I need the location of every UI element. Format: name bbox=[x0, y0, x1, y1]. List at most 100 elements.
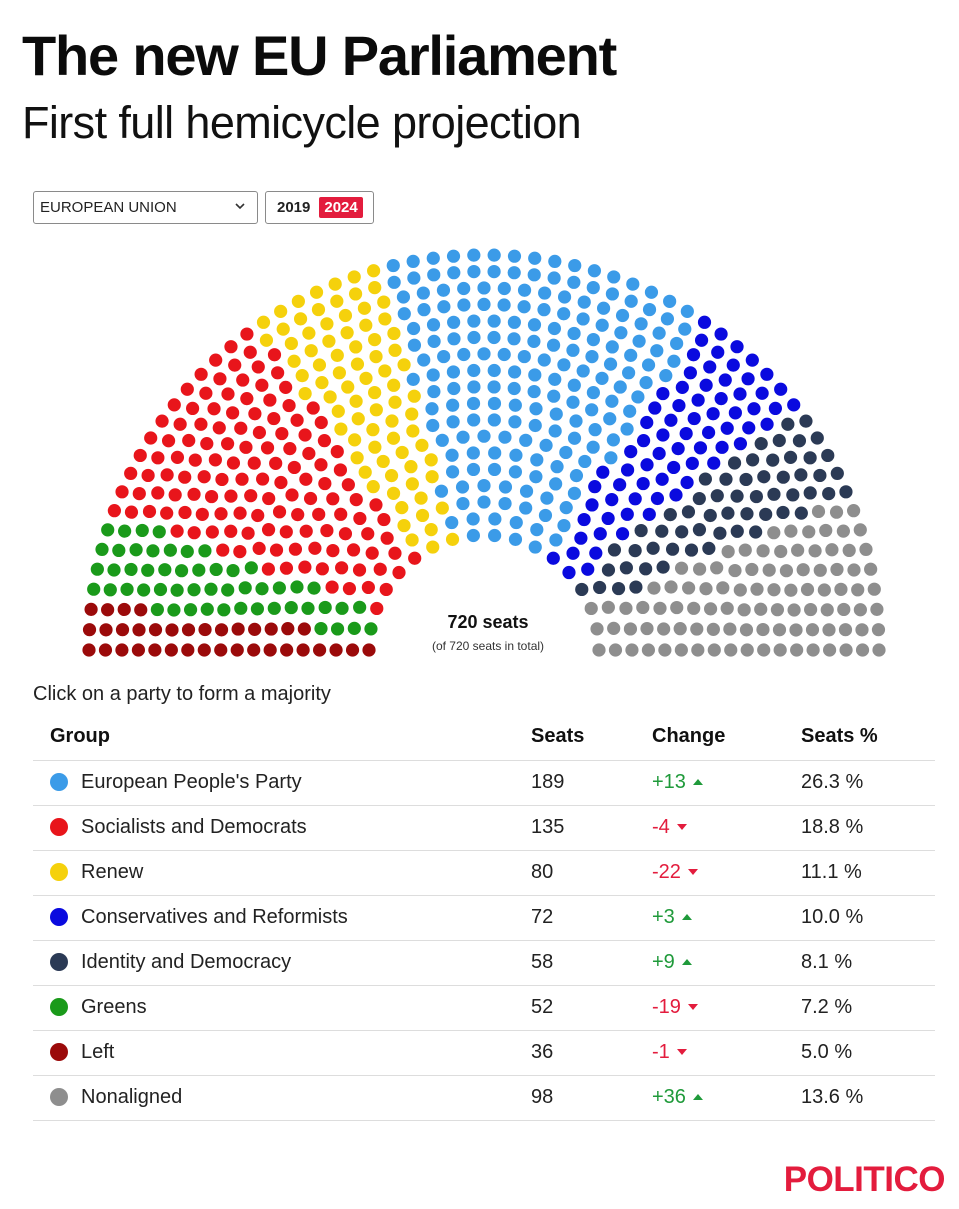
seat-dot bbox=[160, 468, 174, 482]
table-row[interactable]: Greens 52 -19 7.2 % bbox=[33, 985, 935, 1031]
seat-dot bbox=[530, 523, 544, 537]
party-change-cell: -1 bbox=[652, 1030, 801, 1076]
seat-dot bbox=[314, 415, 328, 430]
seat-dot bbox=[605, 394, 619, 408]
seat-dot bbox=[507, 315, 521, 329]
region-dropdown[interactable]: EUROPEAN UNION bbox=[33, 191, 258, 224]
seat-dot bbox=[626, 277, 640, 291]
party-seats: 52 bbox=[531, 985, 652, 1031]
header-seats-pct: Seats % bbox=[801, 714, 935, 761]
seat-dot bbox=[770, 603, 785, 617]
table-row[interactable]: Identity and Democracy 58 +9 8.1 % bbox=[33, 940, 935, 986]
seat-dot bbox=[304, 344, 318, 358]
seat-dot bbox=[530, 453, 544, 467]
party-change: -1 bbox=[652, 1041, 670, 1063]
seat-dot bbox=[406, 372, 420, 386]
seat-dot bbox=[137, 583, 151, 597]
seat-dot bbox=[407, 338, 422, 352]
seat-dot bbox=[547, 271, 561, 285]
seat-dot bbox=[855, 623, 869, 637]
seat-dot bbox=[566, 546, 580, 560]
seat-dot bbox=[636, 434, 651, 448]
seat-dot bbox=[821, 448, 835, 463]
seat-dot bbox=[291, 294, 305, 308]
seat-dot bbox=[670, 600, 684, 615]
seat-dot bbox=[701, 425, 716, 440]
total-seats-sublabel: (of 720 seats in total) bbox=[431, 639, 545, 653]
seat-dot bbox=[834, 582, 848, 596]
year-option-2024[interactable]: 2024 bbox=[319, 197, 363, 218]
seat-dot bbox=[367, 264, 381, 278]
seat-dot bbox=[487, 330, 501, 345]
seat-dot bbox=[674, 561, 689, 575]
seat-dot bbox=[415, 508, 430, 523]
seat-dot bbox=[738, 543, 752, 557]
seat-dot bbox=[529, 402, 543, 416]
party-name: Greens bbox=[81, 996, 147, 1018]
seat-dot bbox=[567, 486, 582, 500]
seat-dot bbox=[822, 623, 836, 637]
seat-dot bbox=[328, 277, 342, 291]
year-option-2019[interactable]: 2019 bbox=[277, 199, 311, 216]
seat-dot bbox=[312, 643, 327, 657]
seat-dot bbox=[740, 507, 754, 521]
seat-dot bbox=[373, 562, 387, 576]
table-row[interactable]: Left 36 -1 5.0 % bbox=[33, 1030, 935, 1076]
seat-dot bbox=[767, 487, 781, 501]
seat-dot bbox=[703, 602, 718, 616]
seat-dot bbox=[84, 602, 98, 616]
seat-dot bbox=[690, 622, 704, 636]
seat-dot bbox=[244, 489, 258, 503]
seat-dot bbox=[593, 580, 607, 595]
region-dropdown-value: EUROPEAN UNION bbox=[40, 199, 177, 216]
seat-dot bbox=[445, 465, 460, 479]
table-row[interactable]: European People's Party 189 +13 26.3 % bbox=[33, 760, 935, 806]
seat-dot bbox=[655, 472, 669, 486]
party-color-dot bbox=[50, 998, 68, 1016]
seat-dot bbox=[240, 392, 254, 406]
party-cell: Identity and Democracy bbox=[33, 940, 531, 986]
table-row[interactable]: Renew 80 -22 11.1 % bbox=[33, 850, 935, 896]
seat-dot bbox=[226, 406, 240, 420]
party-change: +13 bbox=[652, 771, 686, 793]
seat-dot bbox=[715, 440, 729, 454]
triangle-up-icon bbox=[681, 914, 692, 920]
seat-dot bbox=[652, 326, 666, 340]
seat-dot bbox=[557, 358, 571, 372]
seat-dot bbox=[415, 438, 429, 452]
seat-dot bbox=[269, 456, 283, 470]
seat-dot bbox=[247, 456, 261, 470]
table-row[interactable]: Conservatives and Reformists 72 +3 10.0 % bbox=[33, 895, 935, 941]
seat-dot bbox=[728, 563, 742, 578]
seat-dot bbox=[739, 623, 754, 637]
seat-dot bbox=[819, 523, 833, 538]
seat-dot bbox=[446, 249, 461, 263]
seat-dot bbox=[397, 307, 411, 321]
seat-dot bbox=[569, 414, 583, 428]
party-cell: Left bbox=[33, 1030, 531, 1076]
seat-dot bbox=[756, 544, 770, 558]
seat-dot bbox=[224, 489, 238, 503]
table-row[interactable]: Socialists and Democrats 135 -4 18.8 % bbox=[33, 805, 935, 851]
seat-dot bbox=[587, 264, 602, 278]
seat-dot bbox=[353, 511, 367, 526]
seat-dot bbox=[198, 544, 212, 558]
seat-dot bbox=[557, 518, 571, 533]
seat-dot bbox=[341, 478, 355, 492]
party-seats: 58 bbox=[531, 940, 652, 986]
seat-dot bbox=[767, 526, 781, 540]
seat-dot bbox=[314, 621, 328, 636]
seat-dot bbox=[247, 643, 261, 657]
seat-dot bbox=[115, 623, 130, 637]
seat-dot bbox=[395, 445, 409, 460]
seat-dot bbox=[548, 372, 562, 386]
seat-dot bbox=[539, 438, 553, 452]
seat-dot bbox=[720, 601, 734, 615]
seat-dot bbox=[508, 398, 522, 412]
seat-dot bbox=[733, 387, 747, 401]
seat-dot bbox=[702, 541, 716, 555]
seat-dot bbox=[680, 475, 694, 490]
seat-dot bbox=[426, 540, 440, 554]
seat-dot bbox=[787, 398, 801, 412]
table-row[interactable]: Nonaligned 98 +36 13.6 % bbox=[33, 1075, 935, 1121]
